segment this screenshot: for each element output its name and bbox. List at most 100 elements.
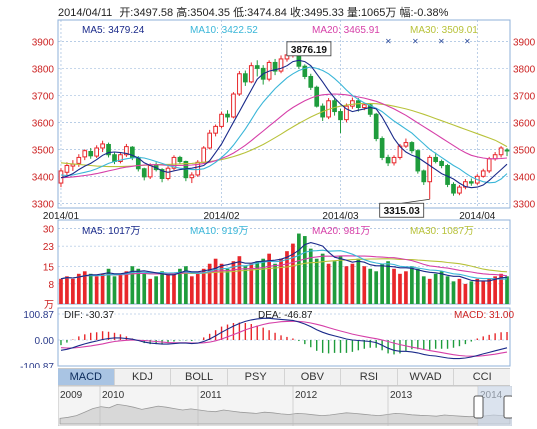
tab-rsi[interactable]: RSI [341, 369, 398, 385]
volume-bar [142, 273, 147, 304]
volume-bar [297, 233, 301, 304]
volume-bar [433, 273, 438, 304]
volume-bar [279, 258, 283, 304]
candle-body [350, 100, 355, 107]
candle-body [403, 142, 409, 147]
quote-date: 2014/04/11 [58, 7, 113, 19]
low-label: 低: [233, 7, 248, 19]
candle-body [242, 73, 248, 83]
candlestick [248, 62, 254, 84]
candle-body [272, 61, 278, 72]
candle-body [213, 125, 218, 134]
volume-bar [59, 278, 63, 304]
volume-bar [225, 268, 230, 304]
price-ytick-right: 3500 [513, 145, 536, 156]
candle-body [451, 183, 456, 194]
candle-body [248, 65, 254, 83]
tab-kdj[interactable]: KDJ [115, 369, 172, 385]
candlestick [88, 147, 94, 159]
price-annotation-box [379, 202, 425, 218]
volume-label: 量: [346, 7, 361, 19]
candlestick [379, 136, 385, 161]
candle-body [112, 154, 117, 162]
price-legend-ma10: MA10: 3422.52 [190, 25, 258, 36]
candlestick [94, 145, 100, 158]
candlestick [231, 92, 236, 119]
price-xtick-label: 2014/03 [322, 211, 359, 222]
candle-body [207, 132, 213, 149]
volume-bar [469, 281, 474, 304]
high-label: 高: [176, 7, 191, 19]
tab-obv[interactable]: OBV [285, 369, 342, 385]
candle-body [219, 113, 224, 127]
candlestick [219, 111, 224, 129]
volume-legend-ma5: MA5: 1017万 [82, 226, 140, 237]
volume-bar [76, 273, 81, 304]
candle-body [361, 104, 367, 109]
timeline-year-label: 2010 [102, 390, 125, 401]
tab-psy[interactable]: PSY [228, 369, 285, 385]
candle-body [332, 100, 337, 113]
candlestick [171, 155, 177, 171]
indicator-tab-bar: MACD KDJ BOLL PSY OBV RSI WVAD CCI [58, 368, 510, 386]
tab-macd[interactable]: MACD [58, 369, 115, 385]
timeline-year-label: 2009 [60, 390, 83, 401]
candlestick [433, 152, 439, 164]
volume-value: 1065万 [360, 7, 397, 19]
volume-ma20-line [60, 255, 508, 280]
volume-ytick: 15 [43, 262, 55, 273]
volume-bar [118, 273, 123, 304]
price-legend-ma30: MA30: 3509.01 [410, 25, 478, 36]
candlestick [70, 160, 76, 171]
price-annotation-label: 3315.03 [384, 206, 421, 217]
volume-legend-ma30: MA30: 1087万 [410, 226, 474, 237]
candlestick [124, 143, 129, 157]
tab-boll[interactable]: BOLL [171, 369, 228, 385]
volume-bar [231, 261, 236, 304]
volume-bar [71, 278, 75, 304]
candlestick [451, 182, 456, 196]
volume-bar [380, 263, 384, 304]
candlestick [118, 152, 123, 164]
volume-bar [410, 266, 414, 304]
tab-wvad[interactable]: WVAD [398, 369, 455, 385]
volume-bar [415, 268, 420, 304]
volume-bar [285, 251, 289, 304]
candlestick [373, 112, 379, 142]
candlestick [254, 60, 260, 77]
candlestick [189, 172, 195, 184]
volume-bar [344, 266, 349, 304]
candle-body [201, 147, 207, 163]
candlestick [207, 129, 213, 150]
volume-bar [195, 273, 200, 304]
timeline-navigator[interactable]: 200920102011201220132014 [58, 386, 512, 426]
volume-bar [356, 258, 361, 304]
candle-body [492, 154, 498, 160]
candle-body [88, 150, 94, 157]
event-marker-icon: ✕ [385, 37, 392, 46]
candlestick [237, 71, 242, 96]
volume-bar [261, 258, 266, 304]
price-ytick-left: 3700 [32, 91, 55, 102]
timeline-right-handle[interactable] [503, 395, 512, 419]
candle-body [147, 165, 153, 178]
volume-bar [243, 266, 248, 304]
candlestick [391, 155, 397, 166]
candle-body [141, 168, 147, 178]
candlestick [427, 155, 433, 200]
timeline-year-label: 2012 [295, 390, 318, 401]
volume-bar [237, 256, 242, 304]
price-annotation-leader [401, 198, 430, 204]
volume-bar [475, 278, 480, 304]
open-value: 3497.58 [133, 7, 174, 19]
low-value: 3474.84 [247, 7, 287, 19]
price-xtick-label: 2014/02 [203, 211, 240, 222]
timeline-left-handle[interactable] [473, 395, 484, 419]
volume-bar [291, 243, 295, 304]
dif-line [60, 317, 508, 360]
candlestick [141, 167, 147, 181]
tab-cci[interactable]: CCI [472, 371, 492, 383]
volume-bar [392, 268, 396, 304]
timeline-year-label: 2011 [200, 390, 222, 401]
price-ytick-right: 3900 [513, 37, 536, 48]
